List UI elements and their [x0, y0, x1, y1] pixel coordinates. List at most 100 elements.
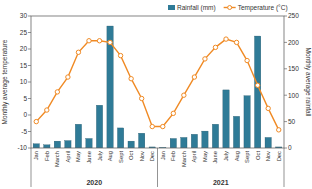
bar — [223, 90, 229, 148]
marker — [66, 75, 70, 79]
marker — [87, 39, 91, 43]
bar — [96, 105, 102, 148]
y-tick — [28, 32, 31, 33]
group-separator — [31, 148, 32, 187]
bar — [86, 138, 92, 148]
plot-marks — [33, 26, 282, 148]
y2-tick — [284, 121, 287, 122]
bar — [254, 36, 260, 148]
x-tick-label: Aug — [234, 151, 240, 161]
x-tick-label: Sept — [118, 151, 124, 163]
y2-tick — [284, 148, 287, 149]
bar — [233, 116, 239, 148]
y-tick-label: 25 — [20, 29, 28, 36]
y-tick-label: 5 — [23, 95, 27, 102]
x-tick-label: Jan — [33, 151, 39, 160]
y2-axis-label: Monthly average rainfall — [304, 47, 312, 117]
y-tick-label: 0 — [23, 111, 27, 118]
x-tick-label: Dec — [276, 151, 282, 161]
bar — [170, 138, 176, 148]
marker — [76, 50, 80, 54]
x-tick-label: March — [54, 151, 60, 167]
x-tick-label: Oct — [128, 151, 134, 160]
marker — [129, 77, 133, 81]
frame — [31, 16, 284, 148]
x-tick-label: Nov — [265, 151, 271, 161]
bar — [244, 96, 250, 148]
bar — [44, 145, 50, 148]
y2-tick — [284, 16, 287, 17]
bar — [75, 124, 81, 148]
marker — [161, 124, 165, 128]
x-tick-label: Aug — [107, 151, 113, 161]
legend-swatch — [168, 5, 175, 10]
marker — [266, 106, 270, 110]
y-tick-label: -5 — [21, 128, 27, 135]
bar — [65, 141, 71, 148]
marker — [203, 57, 207, 61]
bar — [212, 124, 218, 148]
marker — [234, 40, 238, 44]
group-label: 2021 — [213, 179, 229, 186]
bar — [181, 137, 187, 148]
y2-tick-label: 200 — [288, 39, 299, 46]
x-tick-label: Jan — [160, 151, 166, 160]
y-tick — [28, 115, 31, 116]
x-tick-label: May — [202, 151, 208, 162]
y-tick — [28, 65, 31, 66]
marker — [213, 45, 217, 49]
y2-tick — [284, 42, 287, 43]
bar — [128, 141, 134, 148]
marker — [192, 75, 196, 79]
x-tick-label: June — [86, 151, 92, 164]
y-tick — [28, 148, 31, 149]
x-tick-label: Feb — [44, 151, 50, 161]
y2-tick — [284, 68, 287, 69]
x-tick-label: April — [65, 151, 71, 163]
y-tick — [28, 131, 31, 132]
y-tick — [28, 49, 31, 50]
marker — [277, 128, 281, 132]
legend-label: Temperature (°C) — [238, 4, 288, 12]
y2-tick-label: 0 — [288, 144, 292, 151]
group-label: 2020 — [86, 179, 102, 186]
marker — [150, 124, 154, 128]
x-tick-label: April — [191, 151, 197, 163]
marker — [245, 58, 249, 62]
x-tick-label: June — [212, 151, 218, 164]
y-tick — [28, 82, 31, 83]
marker — [139, 96, 143, 100]
bar — [265, 137, 271, 148]
y-tick-label: 30 — [20, 12, 28, 19]
bar — [117, 128, 123, 148]
y-tick — [28, 16, 31, 17]
marker — [55, 90, 59, 94]
marker — [97, 39, 101, 43]
x-tick-label: Feb — [170, 151, 176, 161]
x-tick-label: Oct — [255, 151, 261, 160]
y2-tick-label: 50 — [288, 118, 296, 125]
bar — [202, 131, 208, 148]
marker — [171, 111, 175, 115]
y-tick-label: 20 — [20, 45, 28, 52]
marker — [182, 93, 186, 97]
y-tick-label: 15 — [20, 62, 28, 69]
marker — [45, 108, 49, 112]
marker — [118, 53, 122, 57]
x-tick-label: March — [181, 151, 187, 167]
x-tick-label: July — [223, 151, 229, 161]
y-tick-label: -10 — [18, 144, 28, 151]
y2-tick-label: 100 — [288, 92, 299, 99]
marker — [108, 40, 112, 44]
bar — [139, 133, 145, 148]
bar — [191, 134, 197, 148]
y2-tick-label: 250 — [288, 12, 299, 19]
x-tick-label: Sept — [244, 151, 250, 163]
x-tick-label: July — [97, 151, 103, 161]
x-tick-label: Nov — [139, 151, 145, 161]
y2-tick — [284, 95, 287, 96]
group-separator — [157, 148, 158, 187]
y-axis-label: Monthly average temperature — [1, 39, 9, 124]
legend-marker — [228, 6, 232, 10]
group-separator — [284, 148, 285, 187]
